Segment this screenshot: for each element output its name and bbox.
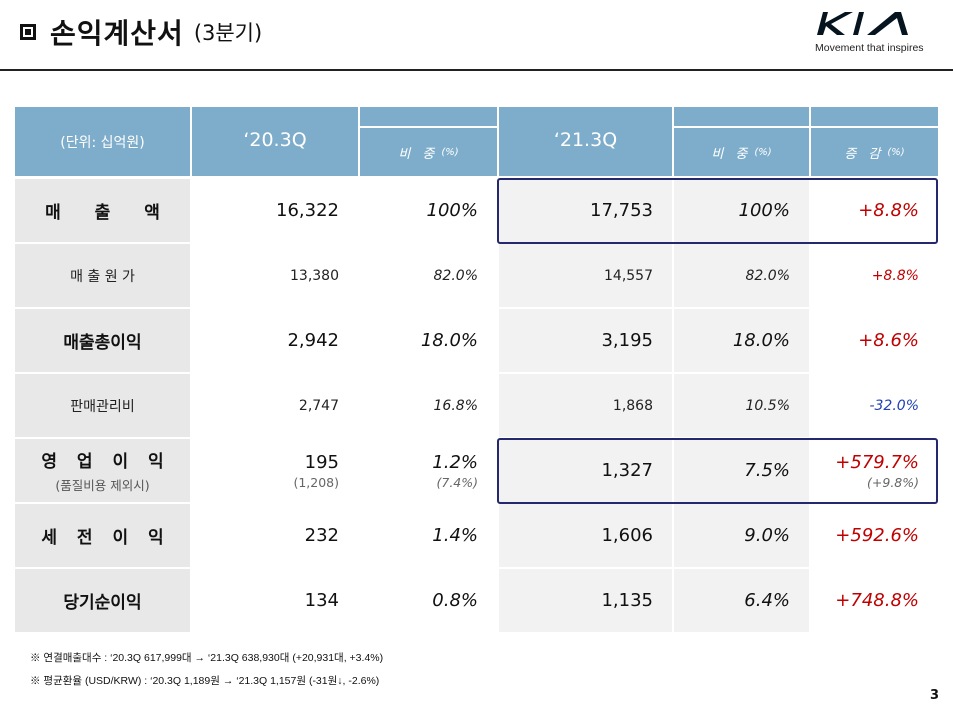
row-label-net-income: 당기순이익 <box>15 569 190 632</box>
table-row: 16.8% <box>360 374 497 437</box>
table-row: -32.0% <box>811 374 938 437</box>
row-label-cogs: 매 출 원 가 <box>15 244 190 307</box>
unit-label-header: (단위: 십억원) <box>15 107 190 176</box>
table-row: 1.2% (7.4%) <box>360 439 497 502</box>
header-top-band <box>674 107 809 126</box>
row-label-gross-profit: 매출총이익 <box>15 309 190 372</box>
highlight-frame-sales <box>497 178 938 244</box>
highlight-frame-operating-profit <box>497 438 938 504</box>
row-label-pretax-income: 세 전 이 익 <box>15 504 190 567</box>
share-label: 비 중 <box>711 146 752 162</box>
kia-logo-icon <box>817 12 908 35</box>
table-row: 13,380 <box>192 244 358 307</box>
table-row: 18.0% <box>360 309 497 372</box>
table-row: 134 <box>192 569 358 632</box>
square-bullet-icon <box>20 24 36 40</box>
header-top-band <box>811 107 938 126</box>
table-row: 7.5% <box>674 439 809 502</box>
table-row: 1,135 <box>499 569 672 632</box>
table-row: 1,606 <box>499 504 672 567</box>
row-label-sga: 판매관리비 <box>15 374 190 437</box>
change-label: 증 감 <box>844 146 885 162</box>
table-row: 10.5% <box>674 374 809 437</box>
slide-title: 손익계산서 (3분기) <box>20 10 262 54</box>
pct-unit: (%) <box>441 146 459 158</box>
table-row: +579.7% (+9.8%) <box>811 439 938 502</box>
table-row: 18.0% <box>674 309 809 372</box>
table-row: +748.8% <box>811 569 938 632</box>
table-row: 195 (1,208) <box>192 439 358 502</box>
period-header-2021: ‘21.3Q <box>499 107 672 176</box>
table-row: 9.0% <box>674 504 809 567</box>
table-row: 82.0% <box>360 244 497 307</box>
footnote-sales-volume: ※ 연결매출대수 : ‘20.3Q 617,999대 → ‘21.3Q 638,… <box>30 652 384 664</box>
table-row: 2,747 <box>192 374 358 437</box>
table-row: 232 <box>192 504 358 567</box>
header-divider <box>0 69 953 71</box>
table-row: 16,322 <box>192 179 358 242</box>
table-row: 2,942 <box>192 309 358 372</box>
table-row: +8.6% <box>811 309 938 372</box>
table-row: 0.8% <box>360 569 497 632</box>
table-row: +8.8% <box>811 244 938 307</box>
table-row: 17,753 <box>499 179 672 242</box>
table-row: 82.0% <box>674 244 809 307</box>
share-header-2021: 비 중 (%) <box>674 128 809 176</box>
table-row: 3,195 <box>499 309 672 372</box>
row-label-operating-profit: 영 업 이 익 (품질비용 제외시) <box>15 439 190 502</box>
brand-tagline: Movement that inspires <box>815 42 924 54</box>
table-row: 1,327 <box>499 439 672 502</box>
row-label-sub-note: (품질비용 제외시) <box>55 478 150 493</box>
table-row: 1,868 <box>499 374 672 437</box>
change-header: 증 감 (%) <box>811 128 938 176</box>
table-row: +8.8% <box>811 179 938 242</box>
table-row: 14,557 <box>499 244 672 307</box>
page-number: 3 <box>930 688 940 703</box>
share-label: 비 중 <box>398 146 439 162</box>
table-row: 100% <box>674 179 809 242</box>
table-row: 6.4% <box>674 569 809 632</box>
kia-logo: Movement that inspires <box>815 10 933 54</box>
table-row: 1.4% <box>360 504 497 567</box>
title-main: 손익계산서 <box>50 17 184 50</box>
footnote-exchange-rate: ※ 평균환율 (USD/KRW) : ‘20.3Q 1,189원 → ‘21.3… <box>30 675 380 687</box>
pct-unit: (%) <box>887 146 905 158</box>
row-label-sales: 매 출 액 <box>15 179 190 242</box>
title-subtitle: (3분기) <box>193 21 263 45</box>
pct-unit: (%) <box>754 146 772 158</box>
share-header-2020: 비 중 (%) <box>360 128 497 176</box>
period-header-2020: ‘20.3Q <box>192 107 358 176</box>
header-top-band <box>360 107 497 126</box>
table-row: 100% <box>360 179 497 242</box>
table-row: +592.6% <box>811 504 938 567</box>
